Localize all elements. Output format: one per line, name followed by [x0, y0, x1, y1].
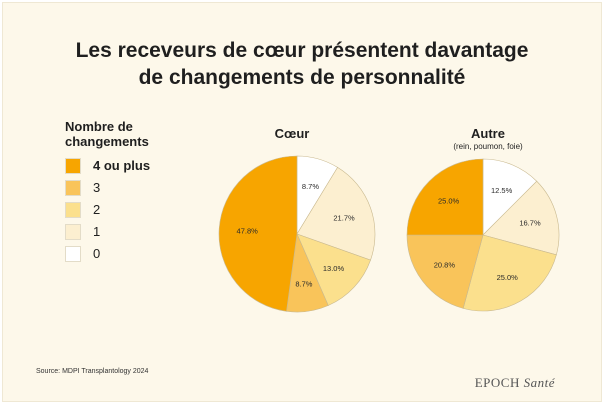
legend-title: Nombre de changements	[65, 119, 149, 149]
legend-title-line-2: changements	[65, 134, 149, 149]
pie-coeur: 8.7% 21.7% 13.0% 8.7% 47.8%	[218, 155, 376, 313]
pie-slice-label: 20.8%	[434, 261, 456, 270]
pie-slice-label: 12.5%	[491, 186, 513, 195]
brand-logo: EPOCH Santé	[475, 375, 555, 391]
pie-slice-label: 13.0%	[323, 264, 345, 273]
chart-title: Les receveurs de cœur présentent davanta…	[3, 37, 601, 91]
pie-slice-3	[406, 234, 484, 309]
pie-title-autre: Autre	[471, 126, 505, 141]
pie-slice-4-ou-plus	[406, 158, 484, 236]
legend-swatch	[65, 223, 81, 240]
pie-slice-4-ou-plus	[218, 155, 298, 312]
legend-item-2: 2	[65, 201, 100, 218]
legend-item-3: 3	[65, 179, 100, 196]
brand-italic: Santé	[523, 375, 555, 390]
legend-label: 4 ou plus	[93, 158, 151, 173]
pie-slice-2	[296, 233, 371, 306]
legend-label: 2	[93, 202, 101, 217]
legend-swatch	[65, 245, 81, 262]
brand-main: EPOCH	[474, 375, 520, 390]
pie-slice-label: 47.8%	[237, 227, 259, 236]
source-note: Source: MDPI Transplantology 2024	[36, 368, 149, 375]
pie-subtitle-autre: (rein, poumon, foie)	[453, 142, 523, 151]
pie-slice-2	[462, 234, 557, 312]
pie-slice-label: 21.7%	[333, 213, 355, 222]
pie-slice-label: 25.0%	[438, 197, 460, 206]
chart-title-line-1: Les receveurs de cœur présentent davanta…	[75, 39, 529, 62]
pie-title-coeur: Cœur	[274, 126, 310, 141]
pie-slice-1	[482, 180, 560, 256]
legend-item-4-plus: 4 ou plus	[65, 157, 150, 174]
pie-slice-label: 16.7%	[519, 218, 541, 227]
legend-item-1: 1	[65, 223, 100, 240]
pie-slice-label: 8.7%	[302, 182, 319, 191]
pie-charts: 8.7% 21.7% 13.0% 8.7% 47.8% 12.5% 16.7% 25.0% 2…	[218, 155, 560, 313]
legend-label: 0	[93, 246, 101, 261]
legend-swatch	[65, 157, 81, 174]
pie-slice-label: 8.7%	[295, 279, 312, 288]
legend-label: 3	[93, 180, 101, 195]
legend-label: 1	[93, 224, 101, 239]
pie-slice-0	[482, 158, 538, 236]
pie-slice-1	[296, 166, 376, 261]
legend-title-line-1: Nombre de	[65, 119, 133, 134]
legend-swatch	[65, 179, 81, 196]
chart-title-line-2: de changements de personnalité	[138, 66, 466, 89]
legend-swatch	[65, 201, 81, 218]
pie-slice-label: 25.0%	[497, 273, 519, 282]
legend-item-0: 0	[65, 245, 100, 262]
pie-autre: 12.5% 16.7% 25.0% 20.8% 25.0%	[406, 158, 560, 312]
